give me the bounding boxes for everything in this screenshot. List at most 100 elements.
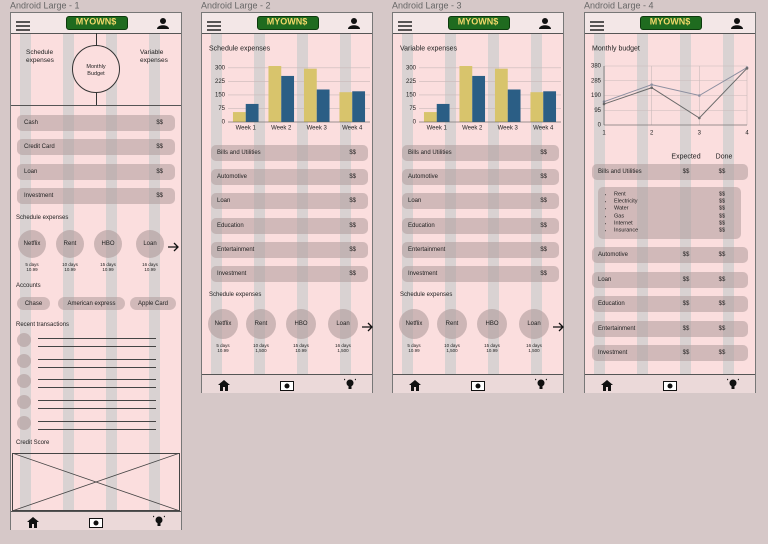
menu-icon[interactable] [207,18,221,31]
account-row[interactable] [17,163,175,180]
category-row[interactable] [402,217,559,234]
cash-icon[interactable] [471,378,485,391]
payee-days: 5 days [407,342,421,348]
payee-circle[interactable] [18,230,46,258]
payee-circle[interactable] [286,309,316,339]
account-name: American express [67,301,116,307]
sub-item-value: $$ [718,227,726,234]
cash-icon[interactable] [89,515,103,528]
category-row[interactable] [211,169,368,186]
transaction-icon [17,354,31,368]
category-row[interactable] [592,320,748,337]
account-pill[interactable] [17,297,50,310]
row-value: $$ [540,198,547,205]
profile-icon[interactable] [539,16,551,29]
row-value: $$ [156,120,163,126]
summary-right: Variable expenses [140,49,168,64]
account-pill[interactable] [58,297,125,310]
payee-circle[interactable] [519,309,549,339]
payee-days: 5 days [25,261,39,267]
category-row[interactable] [402,169,559,186]
transaction-line [38,367,156,368]
payee-circle[interactable] [94,230,122,258]
payee-amount: 10.99 [26,266,38,272]
account-row[interactable] [17,139,175,156]
row-label: Education [598,301,625,307]
menu-icon[interactable] [16,18,30,31]
row-value: $$ [540,271,547,277]
cash-icon[interactable] [663,378,677,391]
sub-item: Rent [614,192,626,198]
category-row[interactable] [211,217,368,234]
menu-icon[interactable] [590,18,604,31]
payee-circle[interactable] [56,230,84,258]
sub-item-value: $$ [718,191,726,198]
payee-amount: 10.99 [217,347,229,353]
payee-days: 15 days [293,342,309,348]
row-label: Loan [217,198,231,205]
payee-amount: 10.99 [486,347,498,353]
profile-icon[interactable] [348,16,360,29]
payee-circle[interactable] [477,309,507,339]
category-row[interactable] [402,193,559,210]
payee-circle[interactable] [136,230,164,258]
home-icon[interactable] [218,378,230,391]
payee-amount: 10.99 [144,266,156,272]
payee-circle[interactable] [328,309,358,339]
category-row[interactable] [592,247,748,263]
transaction-line [38,338,156,339]
category-row[interactable] [592,345,748,361]
sub-item-value: $$ [718,220,726,227]
tips-icon[interactable] [343,377,357,389]
transaction-line [38,429,156,430]
category-row[interactable] [402,241,559,258]
payee-circle[interactable] [399,309,429,339]
category-row[interactable] [592,271,748,288]
category-row[interactable] [211,145,368,161]
category-row[interactable] [211,266,368,282]
account-row[interactable] [17,115,175,131]
payee-circle[interactable] [437,309,467,339]
payee-days: 16 days [335,342,351,348]
tips-icon[interactable] [534,377,548,389]
category-row[interactable] [592,296,748,312]
tips-icon[interactable] [152,514,166,526]
home-icon[interactable] [601,378,613,391]
profile-icon[interactable] [731,16,743,29]
account-name: Apple Card [137,301,169,307]
payee-name: Loan [527,321,541,327]
summary-center: Monthly Budget [86,63,106,77]
row-done: $$ [718,325,726,332]
row-value: $$ [349,246,356,253]
payee-amount: 1,500 [337,347,349,353]
category-row[interactable] [211,241,368,258]
payee-amount: 10.99 [102,266,114,272]
column-header: Expected [671,153,701,161]
home-icon[interactable] [409,378,421,391]
category-row[interactable] [402,266,559,282]
category-row[interactable] [211,193,368,210]
payee-name: HBO [101,241,115,247]
menu-icon[interactable] [398,18,412,31]
account-pill[interactable] [130,297,176,310]
chart-title: Monthly budget [592,45,640,53]
row-done: $$ [718,169,726,175]
row-label: Investment [408,271,438,277]
tips-icon[interactable] [726,377,740,389]
category-row[interactable] [592,164,748,180]
category-row[interactable] [402,145,559,161]
account-name: Chase [24,301,43,307]
payee-days: 16 days [142,261,158,267]
row-value: $$ [349,271,356,277]
payee-circle[interactable] [246,309,276,339]
payee-days: 16 days [526,342,542,348]
row-label: Investment [24,192,54,199]
profile-icon[interactable] [157,16,169,29]
payee-circle[interactable] [208,309,238,339]
payee-name: Rent [254,321,268,327]
sub-item: Gas [614,213,624,220]
home-icon[interactable] [27,515,39,528]
cash-icon[interactable] [280,378,294,391]
account-row[interactable] [17,187,175,204]
row-label: Education [217,222,244,229]
